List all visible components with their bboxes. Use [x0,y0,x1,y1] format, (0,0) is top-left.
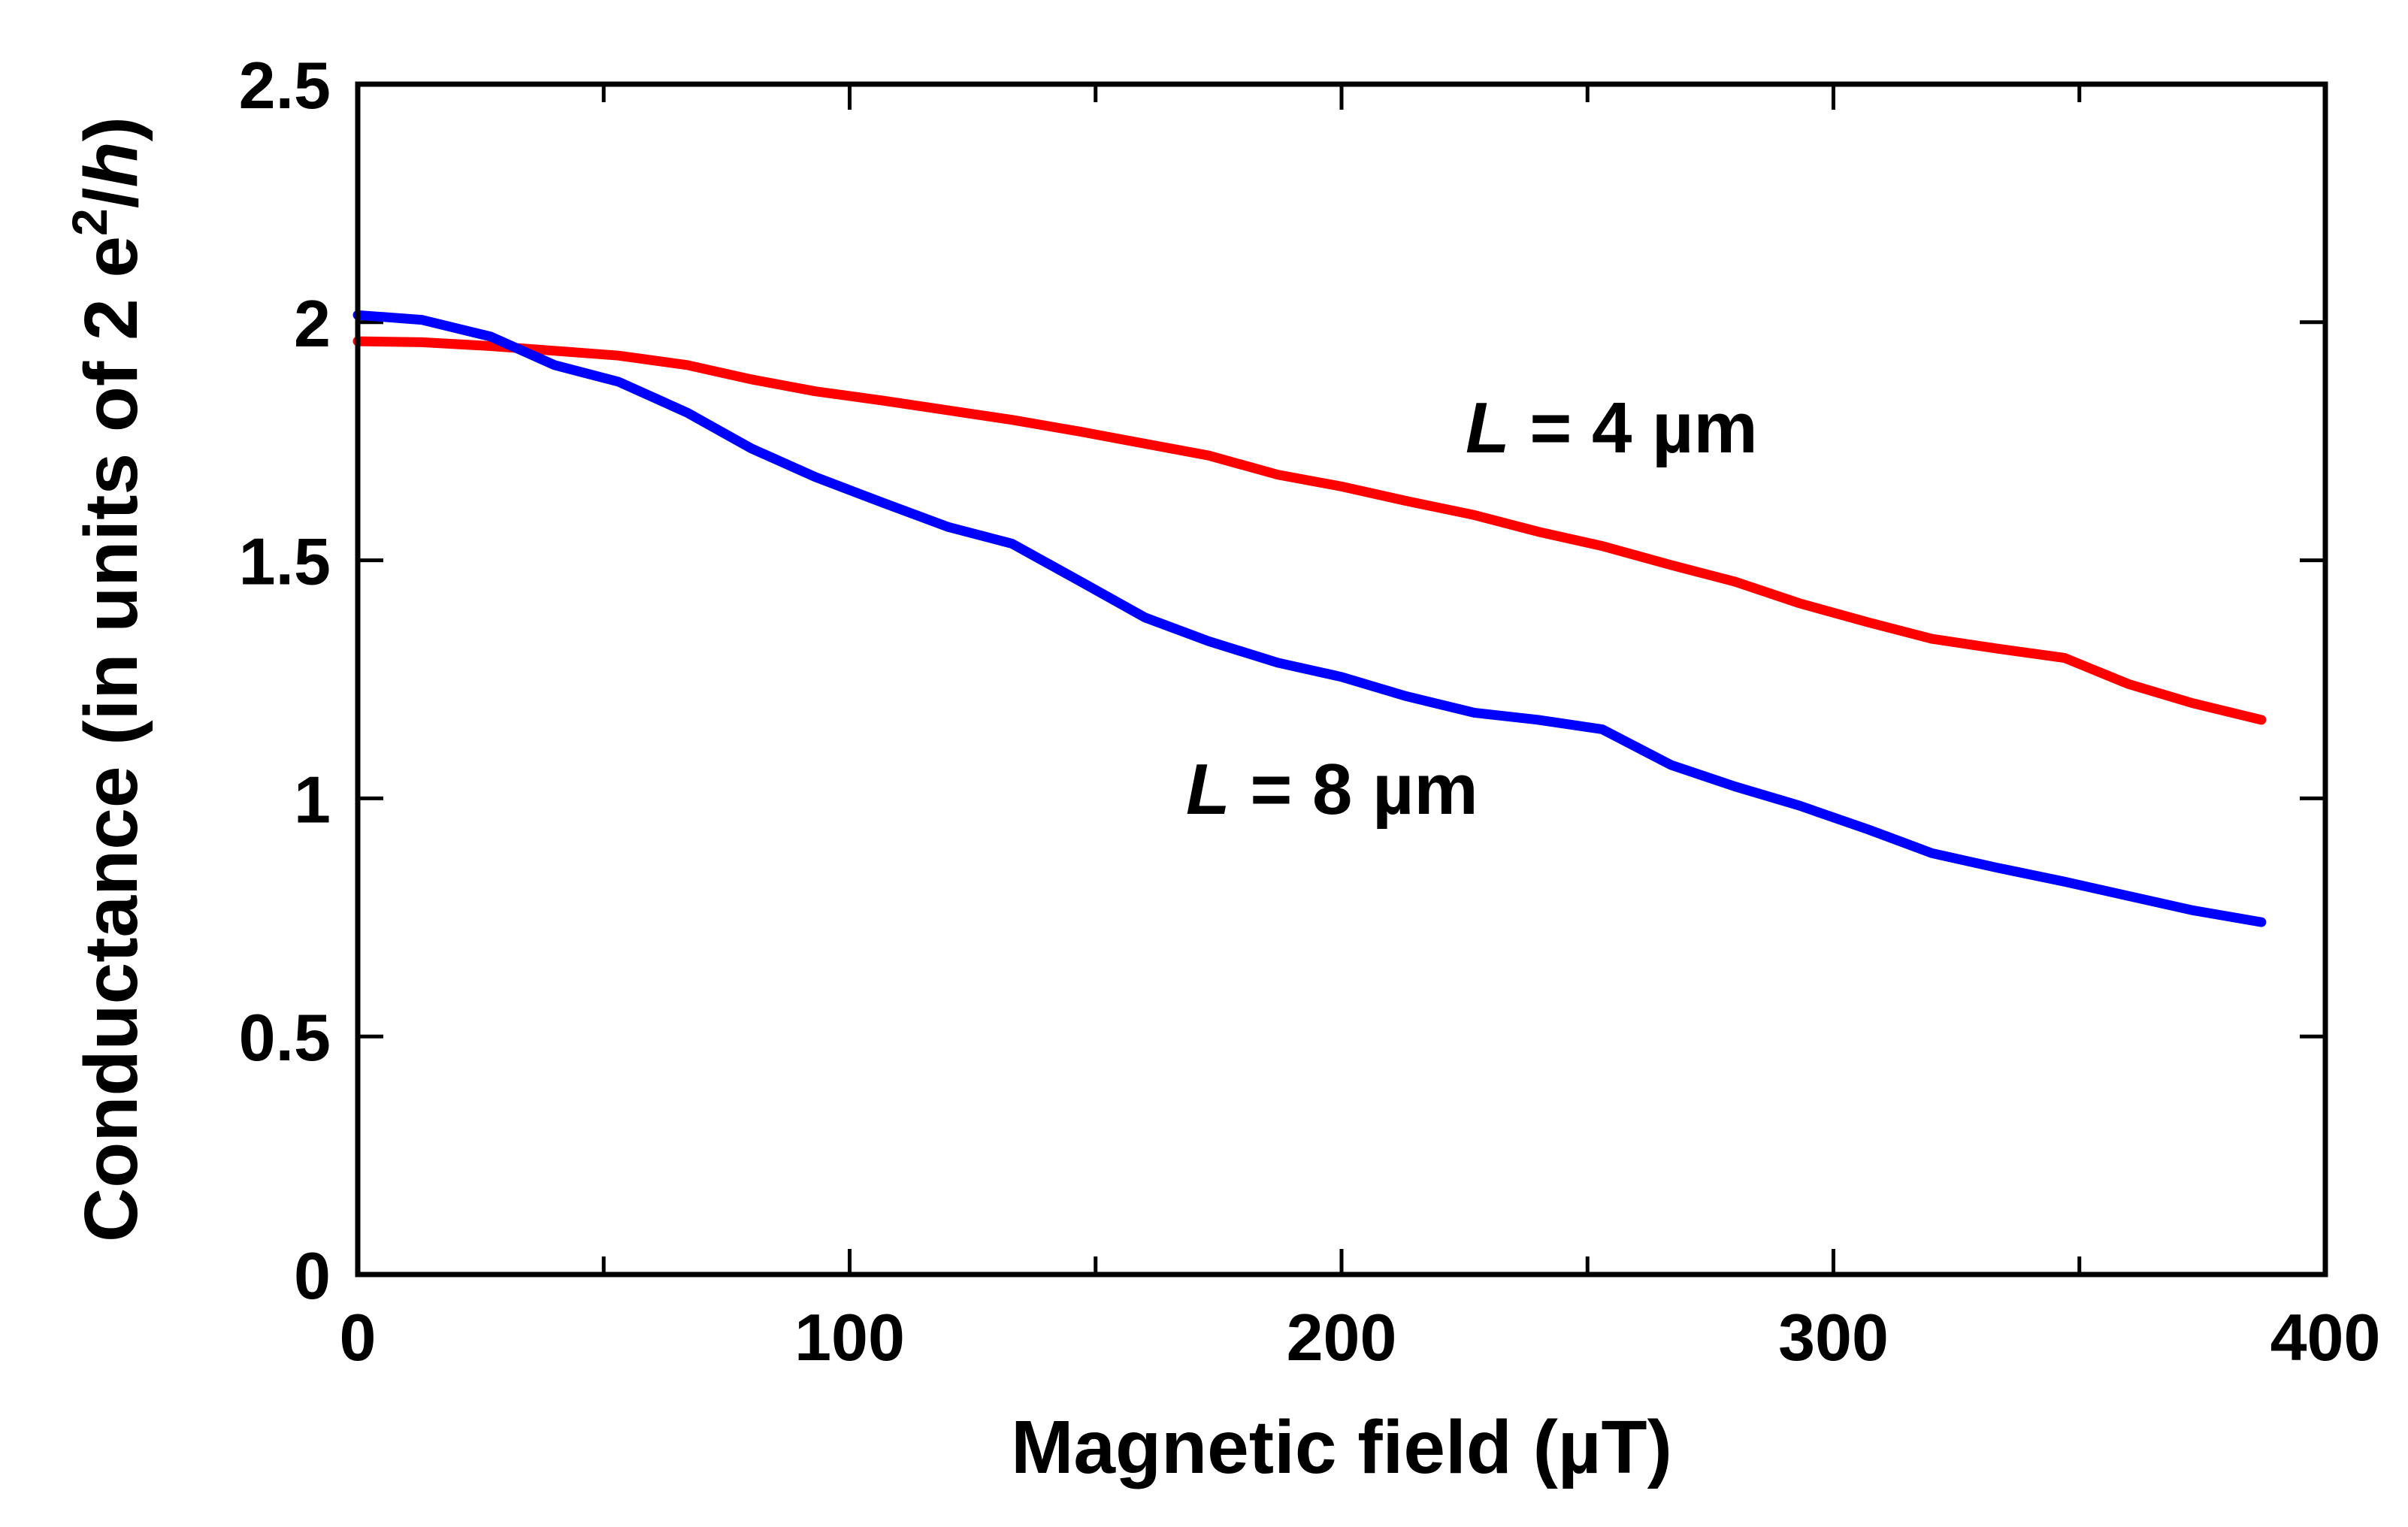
annotation-l4: L = 4 µm [1466,388,1758,468]
y-axis-title: Conductance (in units of 2 e2/h) [62,116,153,1242]
y-axis-title-italic: h [69,141,153,187]
annotation-l4-symbol: L [1466,388,1510,468]
y-axis-title-close: ) [69,116,153,141]
annotation-l8-value: = 8 µm [1230,749,1478,830]
plot-frame [355,81,2328,1278]
y-tick-label: 2.5 [239,48,331,122]
labels-layer: 0 100 200 300 400 0 0.5 1 1.5 2 2.5 [239,48,2381,1374]
y-tick-label: 1 [294,762,331,836]
y-tick-label: 2 [294,286,331,361]
y-axis-title-separator: / [69,187,153,208]
x-tick-label: 200 [1287,1300,1397,1374]
y-axis-title-main: Conductance (in units of 2 e [69,236,153,1242]
annotation-l8-symbol: L [1186,749,1230,830]
x-tick-label: 100 [794,1300,905,1374]
y-tick-label: 0 [294,1238,331,1313]
x-tick-label: 300 [1778,1300,1889,1374]
y-tick-label: 1.5 [239,525,331,599]
x-tick-label: 400 [2270,1300,2381,1374]
series-layer [352,310,2267,927]
y-tick-label: 0.5 [239,1000,331,1075]
x-axis-title: Magnetic field (µT) [1011,1405,1672,1489]
series-line-l4 [352,336,2267,725]
annotation-l4-value: = 4 µm [1510,388,1758,468]
x-tick-label: 0 [340,1300,377,1374]
y-axis-title-superscript: 2 [62,208,117,236]
annotation-l8: L = 8 µm [1186,749,1478,830]
series-line-l8 [352,310,2267,927]
